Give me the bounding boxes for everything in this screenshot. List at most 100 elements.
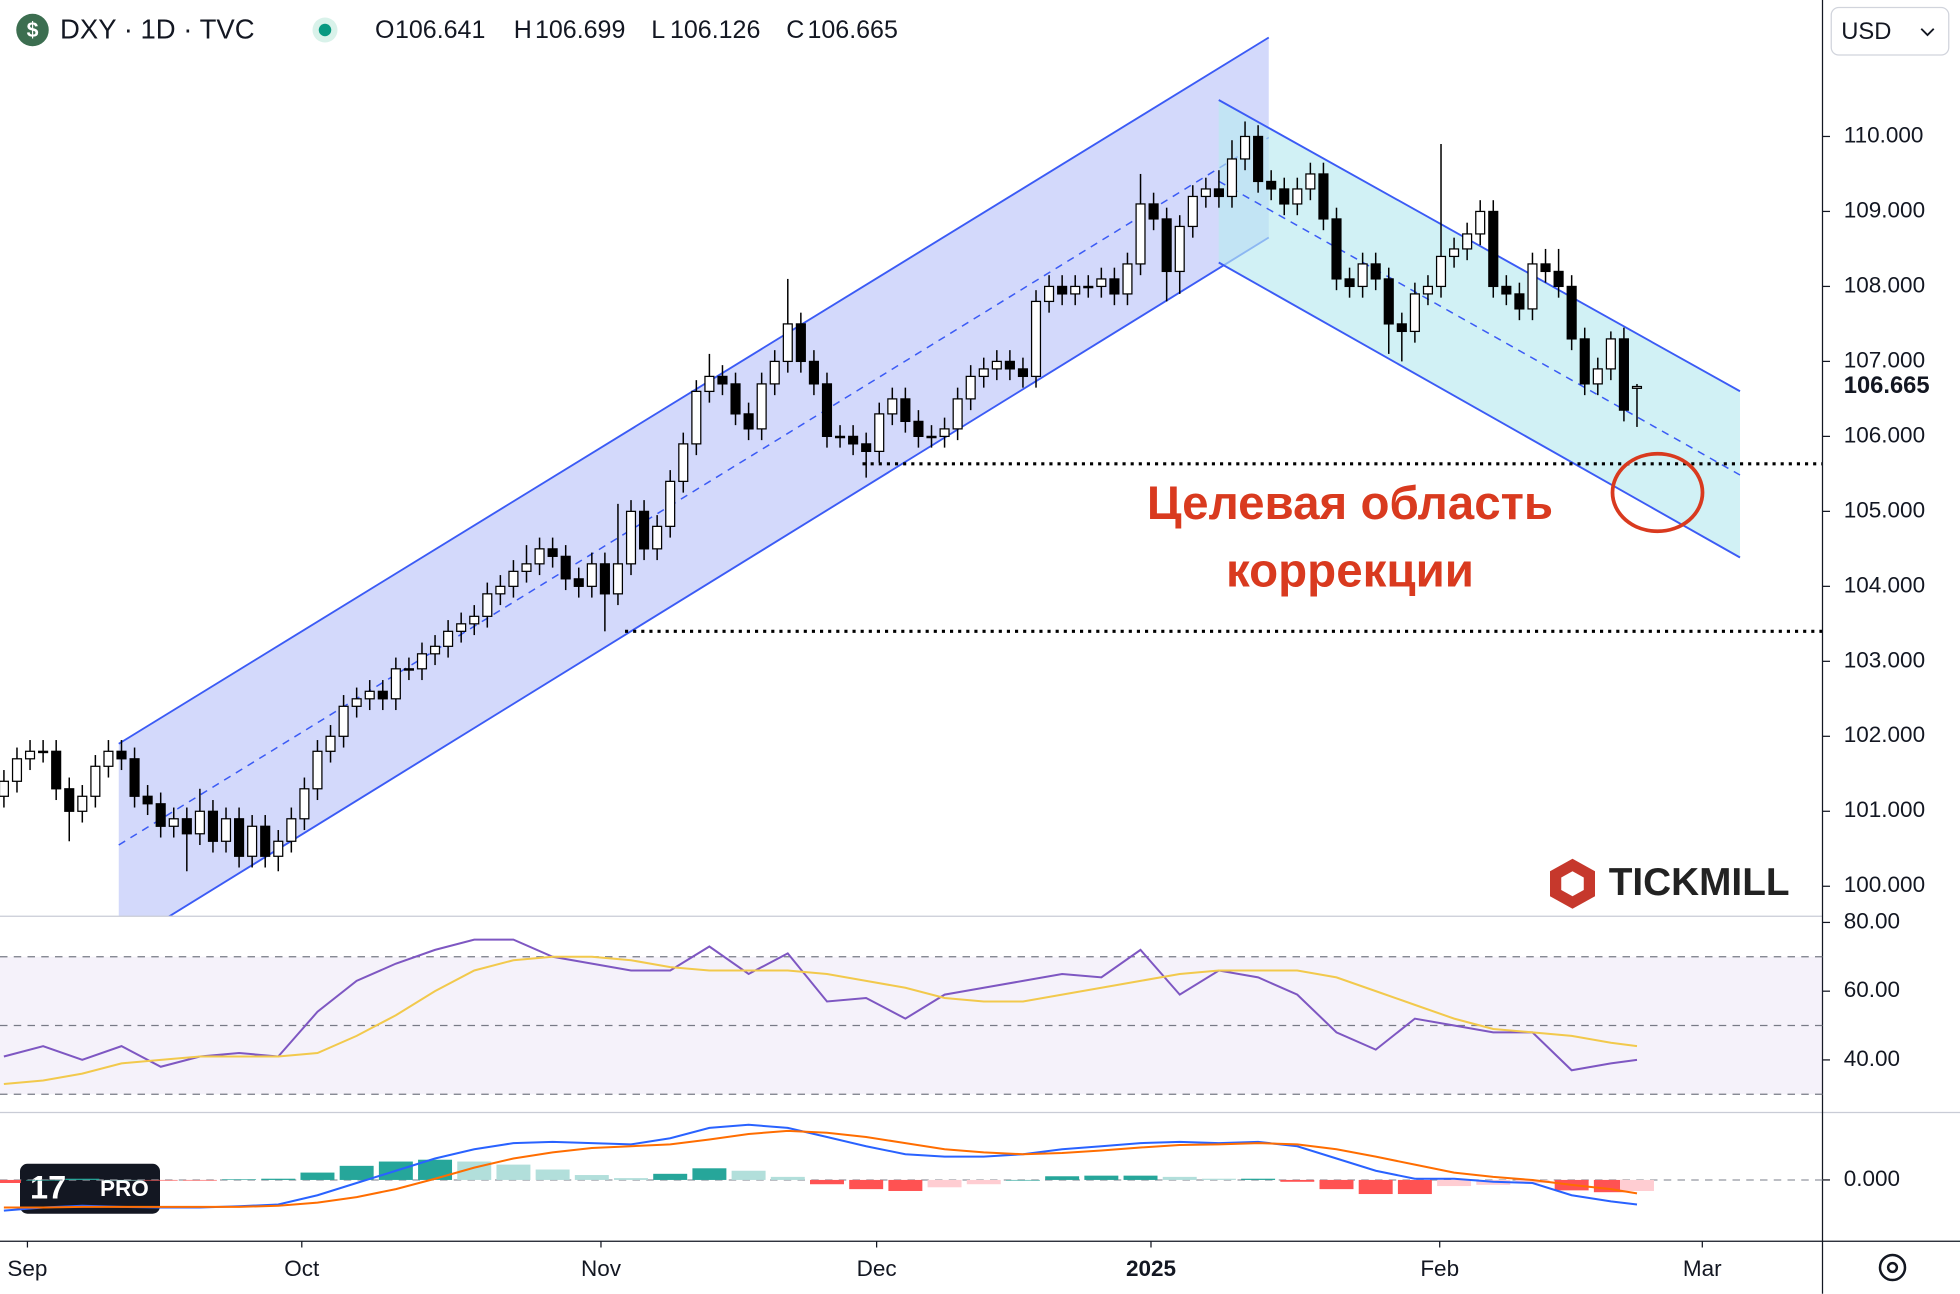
candle-body [1213,188,1224,198]
settings-button[interactable] [1878,1253,1907,1282]
candle-body [743,413,754,430]
candle-body [456,623,467,632]
candle-body [194,810,205,835]
candle-body [1253,135,1264,183]
histogram-bar [143,1179,178,1181]
candle-body [1540,263,1551,273]
candle-body [142,795,153,805]
candle-body [952,398,963,430]
x-tick-label: Sep [7,1256,47,1281]
indicator-line [3,1129,1638,1209]
channel-midline [118,136,1270,846]
histogram-bar [692,1168,727,1180]
symbol-icon [16,13,49,47]
chevron [1920,28,1935,37]
y-tick-label: 109.000 [1844,197,1925,222]
candle-body [560,555,571,580]
candle-body [1527,263,1538,310]
candle-body [1501,285,1512,295]
descending-channel [1218,100,1740,558]
candle-body [1148,203,1159,220]
histogram-bar [1123,1175,1158,1180]
candle-body [691,390,702,445]
ohlc-value: 106.699 [535,16,625,44]
y-tick-label: 103.000 [1844,647,1925,672]
symbol-title[interactable]: DXY · 1D · TVC [60,14,255,45]
candle-body [848,435,859,445]
tv-logo: 17 [30,1170,66,1206]
candle-body [1174,225,1185,273]
candle-body [482,593,493,617]
candle-body [717,375,728,385]
candle-body [913,420,924,438]
candle-body [155,803,166,827]
candle-body [390,668,401,700]
candle-body [599,563,610,595]
histogram-bar [339,1165,374,1180]
candle-body [1592,368,1603,385]
candle-body [273,840,284,857]
candle-body [1618,338,1629,411]
histogram-bar [888,1179,923,1191]
candle-body [1004,360,1015,370]
histogram-bar [496,1164,531,1180]
histogram-bar [731,1170,766,1180]
histogram-bar [261,1178,296,1180]
tv-badge[interactable]: 17 PRO [20,1163,160,1214]
watermark: TICKMILL [1609,861,1790,904]
candle-body [1331,218,1342,280]
candle-body [1409,293,1420,333]
channel-line [167,236,1270,917]
candle-body [0,780,9,797]
ohlc-value: 106.665 [808,16,898,44]
histogram-bar [653,1173,688,1180]
channel-midline [1218,180,1741,476]
annotation: коррекции [1226,544,1474,597]
y-tick-label: 108.000 [1844,272,1925,297]
candle-body [181,818,192,835]
candle-body [521,563,532,572]
candle-body [965,375,976,400]
currency-selector[interactable]: USD [1830,6,1950,56]
currency-label: USD [1841,18,1891,45]
candle-body [678,443,689,482]
candle-body [756,383,767,430]
histogram-bar [104,1179,139,1181]
channel-line [1218,99,1741,393]
candle-body [1187,195,1198,228]
histogram-bar [1397,1179,1432,1195]
indicator-line [3,1123,1638,1212]
candle-body [90,765,101,797]
ohlc-label: H [514,16,532,44]
candle-body [704,375,715,393]
candle-body [1318,173,1329,220]
gear-center [1886,1261,1899,1274]
candle-body [129,758,140,797]
histogram-bar [1437,1179,1472,1187]
y-tick-label: 105.000 [1844,497,1925,522]
candle-body [51,750,62,790]
candle-body [534,548,545,565]
x-tick-label: 2025 [1126,1256,1176,1281]
gear [1878,1253,1907,1282]
candle-body [547,548,558,557]
candle-body [1462,233,1473,250]
candle-body [926,435,937,439]
histogram-bar [0,1179,21,1184]
x-tick-label: Dec [857,1256,897,1281]
candle-body [377,690,388,700]
candle-body [64,788,75,812]
candle-body [1109,278,1120,295]
histogram-bar [300,1172,335,1180]
candle-body [1383,278,1394,325]
candle-body [1514,293,1525,310]
candle-body [508,570,519,587]
channel-line [118,36,1270,745]
symbol-icon-glyph: $ [27,18,39,42]
annotation: Целевая область [1147,477,1553,530]
y-tick-label: 110.000 [1844,122,1924,147]
x-tick-label: Oct [284,1256,320,1281]
y-tick-label: 104.000 [1844,572,1925,597]
currency-button[interactable] [1830,6,1950,56]
candle-body [403,668,414,671]
